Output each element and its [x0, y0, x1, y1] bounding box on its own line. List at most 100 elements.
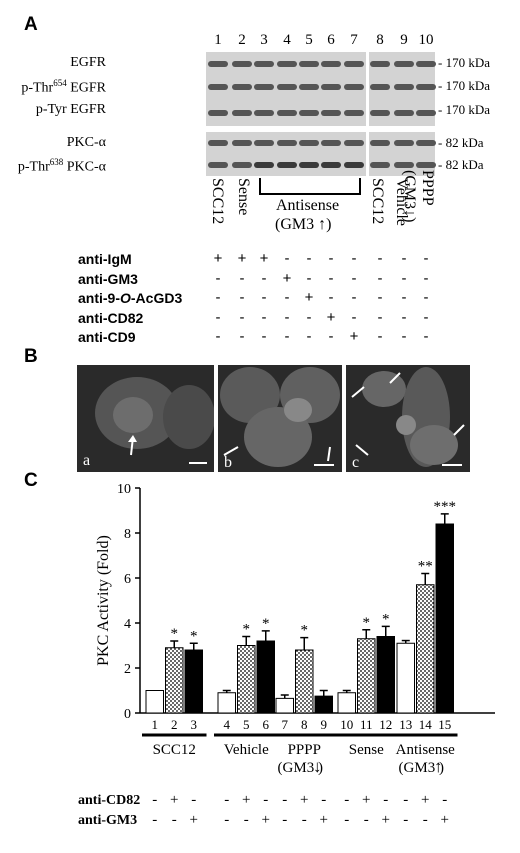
antisense-bracket: [259, 178, 361, 195]
significance-marker: *: [262, 616, 270, 632]
treatment-sign: -: [284, 250, 290, 267]
treatment-sign: -: [351, 308, 357, 326]
blot-band: [394, 109, 414, 116]
treatment-sign: -: [328, 328, 334, 345]
treatment-sign: -: [401, 308, 407, 326]
bar-number: 13: [399, 717, 412, 732]
blot-band: [370, 140, 390, 146]
blot-label: p-Thr638 PKC-α: [17, 157, 106, 175]
blot-band: [299, 60, 319, 67]
treatment-sign: -: [401, 269, 407, 287]
treatment-sign: -: [306, 328, 312, 345]
pkc-activity-chart: 0 2 4 6 8 10 PKC Activity (Fold) 1 * 2 * 3 SCC12 4 * 5 *…: [78, 482, 495, 828]
blot-band: [208, 140, 228, 146]
treatment-sign: +: [441, 812, 449, 828]
significance-marker: *: [171, 626, 179, 642]
y-tick-label: 6: [124, 572, 131, 587]
bar: [275, 697, 294, 714]
treatment-sign: -: [224, 792, 229, 808]
treatment-sign: +: [190, 812, 198, 828]
blot-band: [394, 162, 414, 168]
treatment-sign: -: [403, 792, 408, 808]
blot-band: [208, 84, 228, 90]
blot-band: [254, 109, 274, 116]
bar: [237, 645, 256, 714]
lane-number: 6: [327, 32, 335, 48]
treatment-sign: +: [326, 308, 336, 326]
treatment-sign: -: [284, 308, 290, 326]
blot-band: [321, 162, 341, 168]
blot-band: [394, 60, 414, 67]
treatment-label: anti-CD82: [78, 793, 140, 808]
treatment-sign: -: [383, 792, 388, 808]
treatment-sign: -: [364, 812, 369, 828]
y-tick-label: 2: [124, 662, 131, 677]
blot-band: [370, 84, 390, 90]
treatment-sign: -: [239, 328, 245, 345]
treatment-sign: +: [237, 250, 247, 267]
blot-band: [416, 84, 436, 90]
treatment-sign: +: [304, 289, 314, 306]
kda-marker: - 82 kDa: [438, 135, 484, 150]
bar-number: 14: [419, 717, 433, 732]
svg-text:c: c: [352, 454, 359, 471]
blot-band: [254, 140, 274, 146]
micrograph-b: b: [218, 365, 342, 472]
y-axis-label: PKC Activity (Fold): [95, 535, 112, 666]
bar-number: 2: [171, 717, 178, 732]
bar: [337, 692, 356, 714]
treatment-sign: -: [423, 250, 429, 267]
lane-number: 7: [350, 32, 358, 48]
group-sub-label: (GM3 ): [399, 760, 444, 776]
treatment-sign: -: [306, 269, 312, 287]
arrow-down-icon: ↓: [401, 209, 418, 218]
group-label-scc12: SCC12: [209, 178, 226, 225]
treatment-sign: -: [377, 269, 383, 287]
treatment-sign: +: [259, 250, 269, 267]
blot-band: [394, 84, 414, 90]
bar-number: 4: [224, 717, 231, 732]
y-tick-label: 4: [124, 617, 131, 632]
blot-band: [321, 109, 341, 116]
blot-band: [254, 162, 274, 168]
treatment-sign: -: [239, 289, 245, 306]
bar-number: 11: [360, 717, 373, 732]
panel-label-c: C: [24, 470, 38, 491]
treatment-sign: -: [328, 250, 334, 267]
bar: [145, 690, 164, 714]
blot-band: [370, 109, 390, 116]
treatment-label: anti-GM3: [78, 813, 137, 828]
significance-marker: *: [363, 615, 371, 631]
treatment-sign: -: [215, 289, 221, 306]
bar: [416, 584, 435, 714]
bar: [256, 640, 275, 714]
treatment-sign: +: [382, 812, 390, 828]
blot-label: p-Tyr EGFR: [35, 102, 106, 117]
treatment-sign: -: [239, 308, 245, 326]
treatment-sign: -: [224, 812, 229, 828]
blot-band: [416, 140, 436, 146]
blot-band: [344, 60, 364, 67]
blot-band: [208, 109, 228, 116]
bar-number: 6: [263, 717, 270, 732]
treatment-sign: -: [377, 289, 383, 306]
treatment-sign: -: [263, 792, 268, 808]
blot-band: [370, 60, 390, 67]
treatment-sign: -: [284, 289, 290, 306]
blot-band: [321, 140, 341, 146]
group-label-sense: Sense: [235, 178, 252, 216]
micrograph-a: a: [77, 365, 215, 472]
lane-number: 2: [238, 32, 246, 48]
blot-band: [208, 60, 228, 67]
treatment-sign: -: [261, 328, 267, 345]
blot-band: [299, 109, 319, 116]
blot-band: [277, 60, 297, 67]
bar: [357, 638, 376, 714]
bar: [435, 523, 454, 714]
bar: [165, 647, 184, 714]
blot-band: [277, 84, 297, 90]
treatment-sign: +: [320, 812, 328, 828]
kda-marker: - 82 kDa: [438, 157, 484, 172]
arrow-down-icon: ↓: [313, 757, 322, 776]
treatment-label: anti-CD9: [78, 329, 136, 345]
